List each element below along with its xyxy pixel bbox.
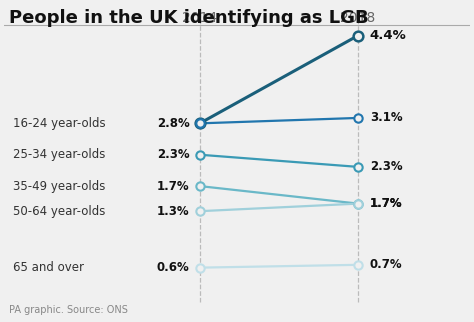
Text: 2.3%: 2.3% <box>157 148 190 161</box>
Text: 2018: 2018 <box>340 11 376 24</box>
Text: People in the UK identifying as LGB: People in the UK identifying as LGB <box>9 9 368 27</box>
Text: 3.1%: 3.1% <box>370 111 402 124</box>
Text: 0.7%: 0.7% <box>370 258 402 271</box>
Text: 1.7%: 1.7% <box>370 197 402 210</box>
Text: 4.4%: 4.4% <box>370 29 407 42</box>
Text: 16-24 year-olds: 16-24 year-olds <box>13 117 106 130</box>
Text: 25-34 year-olds: 25-34 year-olds <box>13 148 106 161</box>
Text: 35-49 year-olds: 35-49 year-olds <box>13 180 106 193</box>
Text: 0.6%: 0.6% <box>157 261 190 274</box>
Text: 1.7%: 1.7% <box>370 197 402 210</box>
Text: 2.3%: 2.3% <box>370 160 402 173</box>
Text: PA graphic. Source: ONS: PA graphic. Source: ONS <box>9 305 128 315</box>
Text: 2.8%: 2.8% <box>157 117 190 130</box>
Text: 50-64 year-olds: 50-64 year-olds <box>13 205 106 218</box>
Text: 65 and over: 65 and over <box>13 261 84 274</box>
Text: 1.7%: 1.7% <box>157 180 190 193</box>
Text: 2014: 2014 <box>182 11 217 24</box>
Text: 1.3%: 1.3% <box>157 205 190 218</box>
